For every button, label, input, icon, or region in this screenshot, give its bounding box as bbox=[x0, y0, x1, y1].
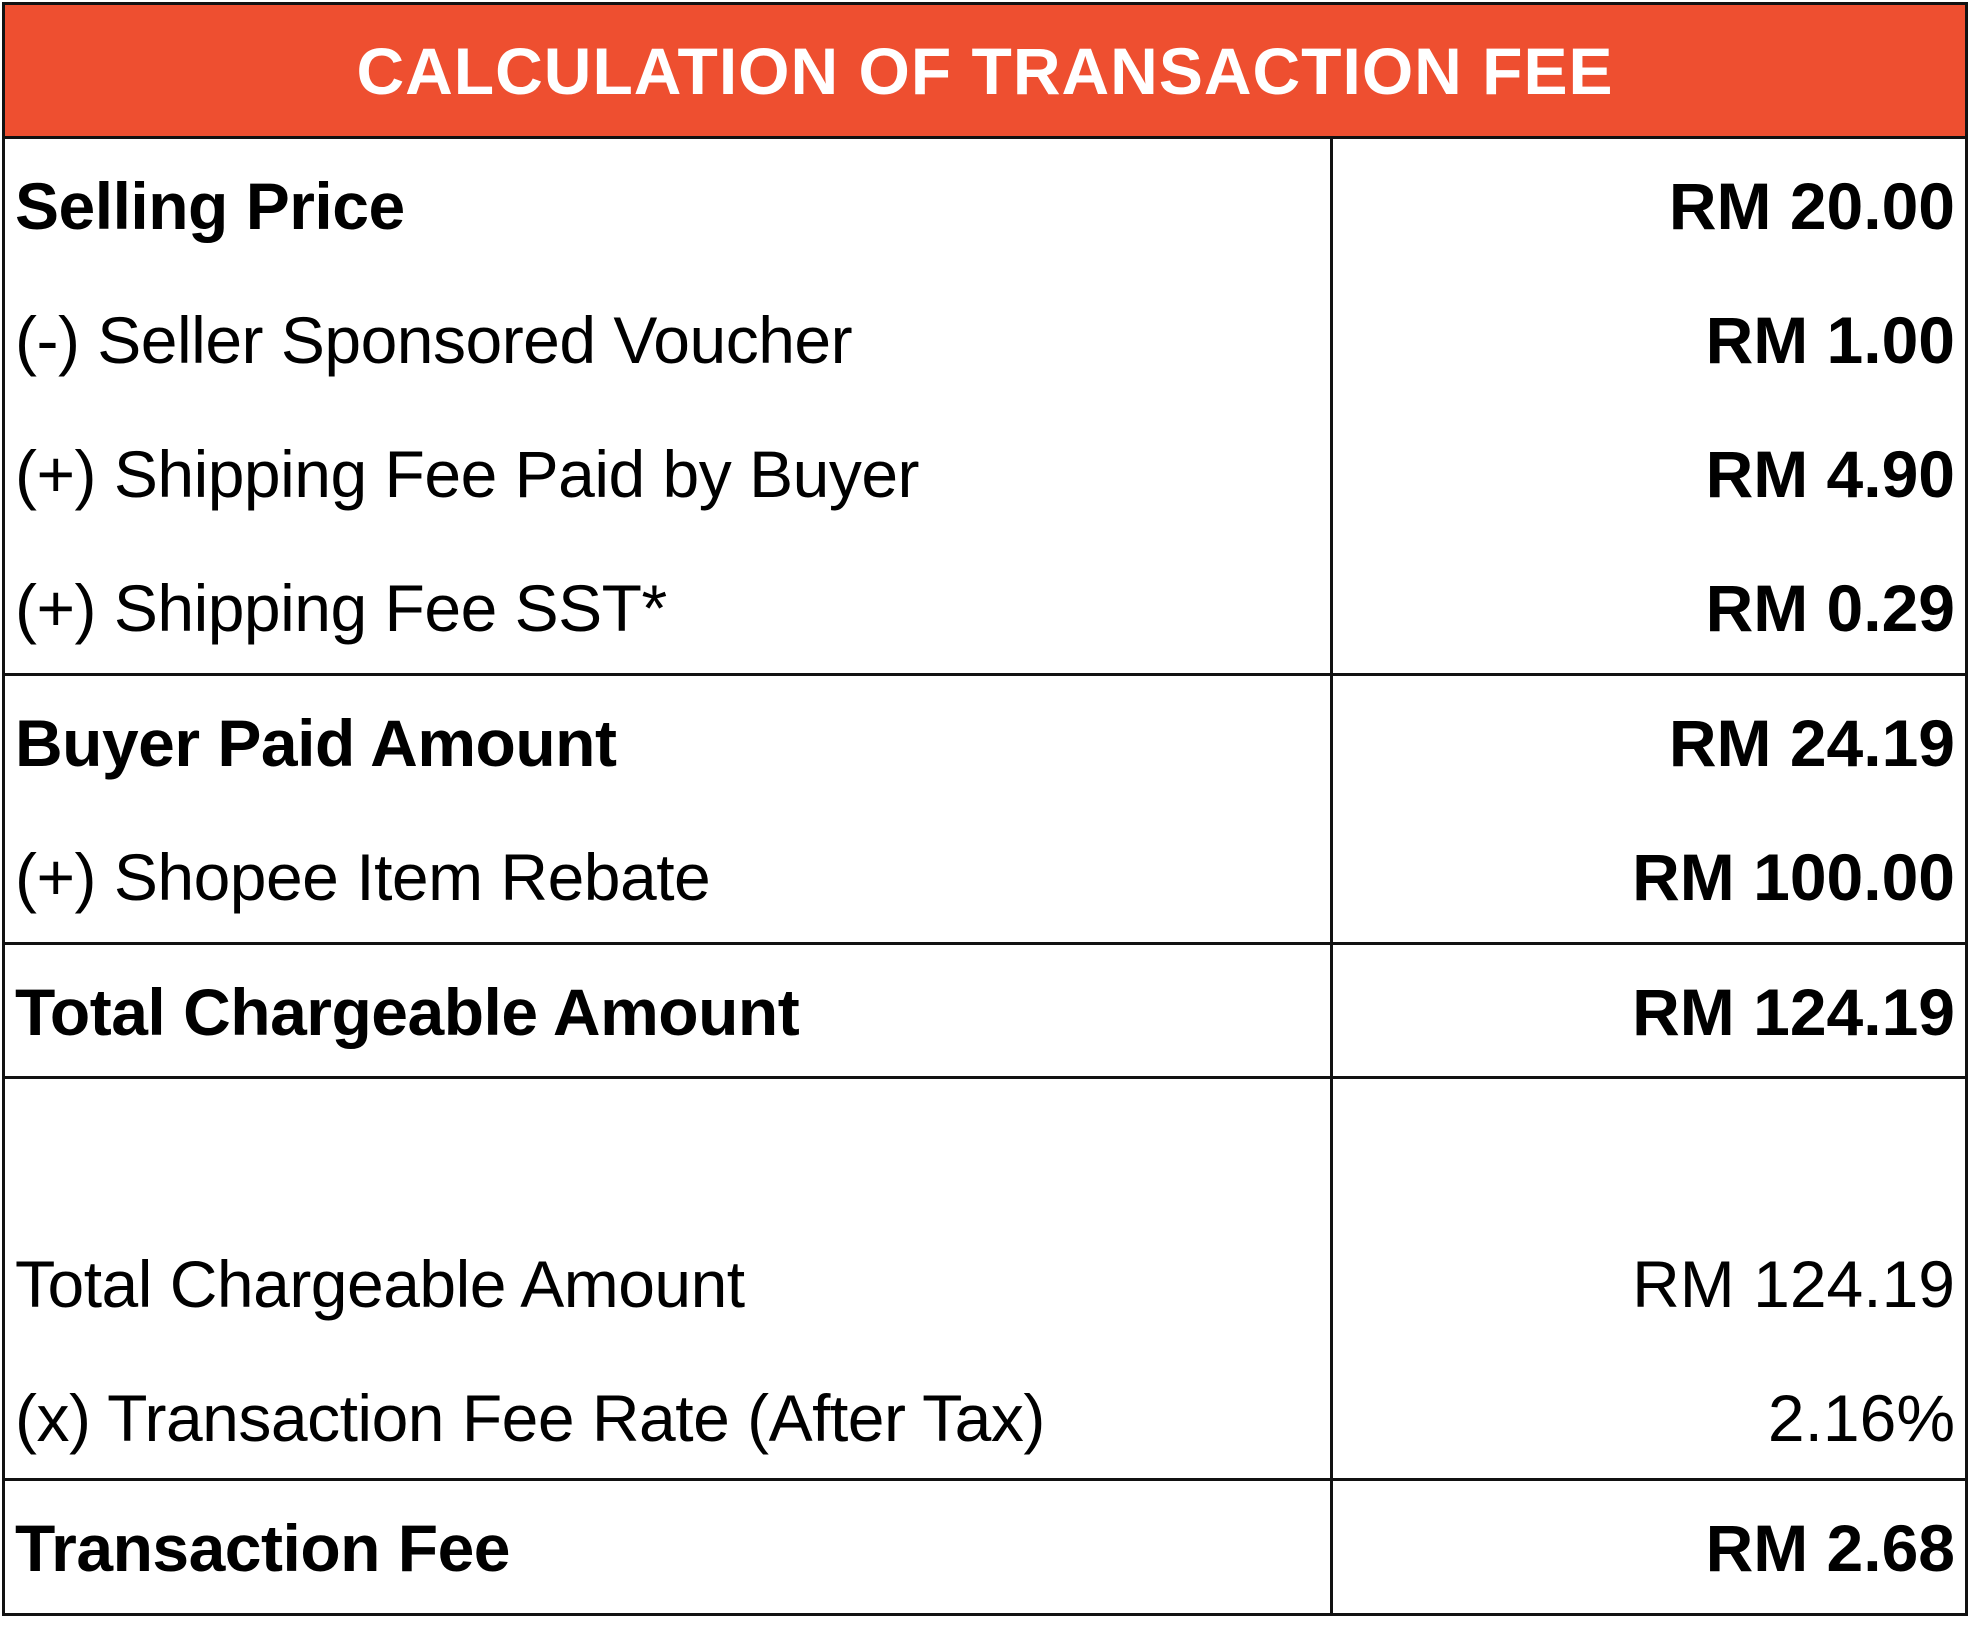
row-total-chargeable-calc: Total Chargeable Amount RM 124.19 bbox=[5, 1217, 1965, 1351]
row-value: RM 2.68 bbox=[1705, 1511, 1955, 1585]
row-separator bbox=[5, 942, 1965, 945]
row-separator bbox=[5, 1076, 1965, 1079]
row-seller-voucher: (-) Seller Sponsored Voucher RM 1.00 bbox=[5, 273, 1965, 407]
row-transaction-fee: Transaction Fee RM 2.68 bbox=[5, 1481, 1965, 1615]
row-label: Total Chargeable Amount bbox=[15, 1247, 745, 1321]
column-divider bbox=[1330, 139, 1333, 1613]
row-value: RM 124.19 bbox=[1632, 975, 1955, 1049]
row-value: RM 20.00 bbox=[1668, 169, 1955, 243]
row-label: (x) Transaction Fee Rate (After Tax) bbox=[15, 1381, 1045, 1455]
row-total-chargeable: Total Chargeable Amount RM 124.19 bbox=[5, 945, 1965, 1079]
row-value: RM 100.00 bbox=[1632, 840, 1955, 914]
table-header: CALCULATION OF TRANSACTION FEE bbox=[5, 5, 1965, 139]
row-value: RM 24.19 bbox=[1668, 706, 1955, 780]
row-shopee-rebate: (+) Shopee Item Rebate RM 100.00 bbox=[5, 810, 1965, 944]
row-shipping-sst: (+) Shipping Fee SST* RM 0.29 bbox=[5, 541, 1965, 675]
row-value: RM 124.19 bbox=[1632, 1247, 1955, 1321]
row-value: 2.16% bbox=[1767, 1381, 1955, 1455]
row-label: (-) Seller Sponsored Voucher bbox=[15, 303, 853, 377]
row-selling-price: Selling Price RM 20.00 bbox=[5, 139, 1965, 273]
row-label: (+) Shipping Fee Paid by Buyer bbox=[15, 437, 920, 511]
row-label: Buyer Paid Amount bbox=[15, 706, 617, 780]
row-separator bbox=[5, 673, 1965, 676]
row-value: RM 4.90 bbox=[1705, 437, 1955, 511]
row-label: Total Chargeable Amount bbox=[15, 975, 800, 1049]
row-label: (+) Shipping Fee SST* bbox=[15, 571, 667, 645]
row-separator bbox=[5, 1478, 1965, 1481]
row-value: RM 0.29 bbox=[1705, 571, 1955, 645]
row-shipping-fee: (+) Shipping Fee Paid by Buyer RM 4.90 bbox=[5, 407, 1965, 541]
row-label: Selling Price bbox=[15, 169, 405, 243]
row-buyer-paid: Buyer Paid Amount RM 24.19 bbox=[5, 676, 1965, 810]
row-label: Transaction Fee bbox=[15, 1511, 511, 1585]
row-label: (+) Shopee Item Rebate bbox=[15, 840, 711, 914]
table-title: CALCULATION OF TRANSACTION FEE bbox=[356, 33, 1614, 108]
row-fee-rate: (x) Transaction Fee Rate (After Tax) 2.1… bbox=[5, 1351, 1965, 1485]
row-value: RM 1.00 bbox=[1705, 303, 1955, 377]
